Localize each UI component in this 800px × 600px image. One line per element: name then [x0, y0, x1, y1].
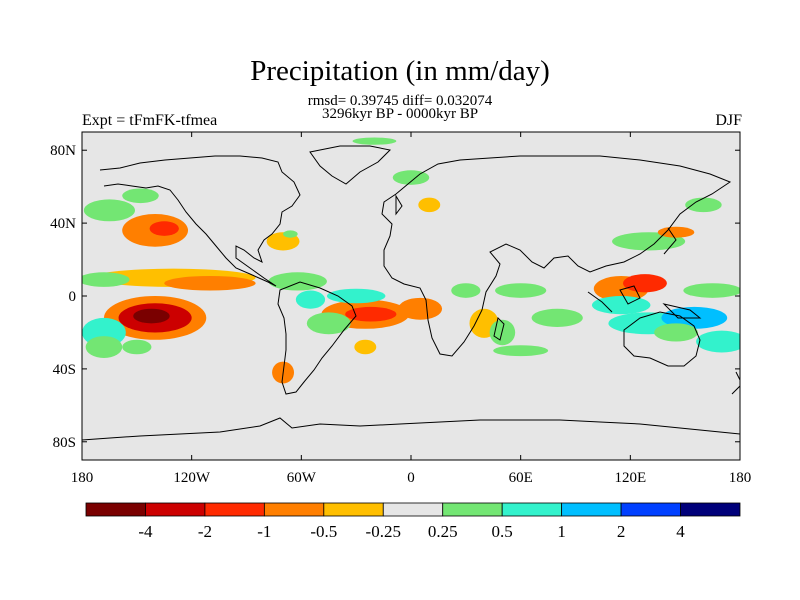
coastline-madagascar [493, 317, 505, 341]
coastline-north-america [99, 155, 301, 287]
x-tick-label: 120W [173, 470, 211, 486]
colorbar-swatch [620, 502, 681, 517]
anomaly-blob [493, 345, 549, 357]
colorbar: -4 -2 -1 -0.5 -0.25 0.25 0.5 1 2 4 [85, 502, 741, 541]
colorbar-swatch [323, 502, 384, 517]
colorbar-swatch [145, 502, 206, 517]
coastline-new-guinea [662, 303, 702, 319]
colorbar-swatch [85, 502, 146, 517]
anomaly-blob [354, 339, 377, 355]
map-title: Precipitation (in mm/day) [250, 55, 550, 87]
colorbar-label: 2 [617, 522, 626, 541]
anomaly-blob [133, 308, 170, 324]
coastline-antarctica [82, 417, 740, 441]
anomaly-blob [326, 288, 386, 304]
x-tick-label: 0 [407, 470, 415, 486]
colorbar-label: -0.5 [310, 522, 337, 541]
x-tick-label: 60E [509, 470, 533, 486]
coastline-layer [82, 145, 740, 441]
y-tick-label: 40N [50, 216, 76, 232]
x-tick-label: 180 [71, 470, 94, 486]
x-tick-label: 180 [729, 470, 752, 486]
anomaly-blob [122, 339, 152, 355]
anomaly-blob [418, 197, 441, 213]
anomaly-blob [657, 226, 695, 238]
anomaly-blob [283, 230, 298, 238]
anomaly-blob [164, 275, 256, 291]
colorbar-swatch [680, 502, 741, 517]
y-tick-label: 80N [50, 143, 76, 159]
season-label: DJF [715, 112, 742, 129]
anomaly-blob [696, 330, 740, 353]
anomaly-blob [451, 283, 481, 298]
anomaly-blob [149, 221, 179, 236]
anomaly-blob [398, 297, 443, 320]
colorbar-swatch [382, 502, 444, 517]
colorbar-label: -2 [198, 522, 212, 541]
anomaly-blob [306, 312, 351, 335]
colorbar-label: -4 [138, 522, 153, 541]
coastline-greenland [309, 145, 392, 185]
coastline-sumatra [587, 291, 613, 313]
period-line: 3296kyr BP - 0000kyr BP [321, 106, 479, 122]
colorbar-label: 0.5 [492, 522, 513, 541]
y-tick-label: 40S [53, 362, 76, 378]
x-tick-label: 60W [287, 470, 317, 486]
anomaly-blob [623, 274, 667, 293]
colorbar-label: 0.25 [428, 522, 458, 541]
anomaly-blob [591, 296, 651, 315]
anomaly-blob [345, 306, 397, 322]
anomaly-layer [82, 137, 740, 384]
colorbar-swatch [263, 502, 325, 517]
anomaly-blob [685, 197, 722, 213]
anomaly-blob [85, 336, 123, 358]
coastline-south-america [277, 281, 357, 395]
anomaly-blob [122, 188, 159, 204]
coastline-british-isles [395, 194, 403, 216]
anomaly-blob [82, 272, 130, 287]
anomaly-blob [531, 308, 583, 327]
y-tick-label: 80S [53, 435, 76, 451]
colorbar-label: 1 [557, 522, 566, 541]
colorbar-label: -1 [257, 522, 271, 541]
colorbar-label: 4 [676, 522, 685, 541]
coastline-eurasia-africa [381, 155, 732, 357]
colorbar-label: -0.25 [366, 522, 401, 541]
experiment-label: Expt = tFmFK-tfmea [82, 112, 218, 129]
colorbar-swatch [442, 502, 503, 517]
coastline-australia [623, 311, 701, 367]
y-tick-label: 0 [69, 289, 77, 305]
anomaly-blob [352, 137, 397, 145]
coastline-borneo [619, 285, 641, 305]
colorbar-swatch [561, 502, 622, 517]
anomaly-blob [495, 283, 547, 298]
anomaly-blob [295, 290, 326, 309]
x-tick-label: 120E [614, 470, 646, 486]
anomaly-blob [683, 283, 740, 298]
colorbar-swatch [204, 502, 265, 517]
anomaly-blob [83, 199, 136, 222]
anomaly-blob [654, 323, 698, 342]
coastline-japan [663, 227, 677, 255]
y-axis: 80N 40N 0 40S 80S [50, 143, 740, 451]
stats-line: rmsd= 0.39745 diff= 0.032074 [307, 93, 493, 109]
x-axis: 180 120W 60W 0 60E 120E 180 [71, 132, 752, 486]
coastline-new-zealand [731, 371, 740, 395]
colorbar-swatch [501, 502, 563, 517]
